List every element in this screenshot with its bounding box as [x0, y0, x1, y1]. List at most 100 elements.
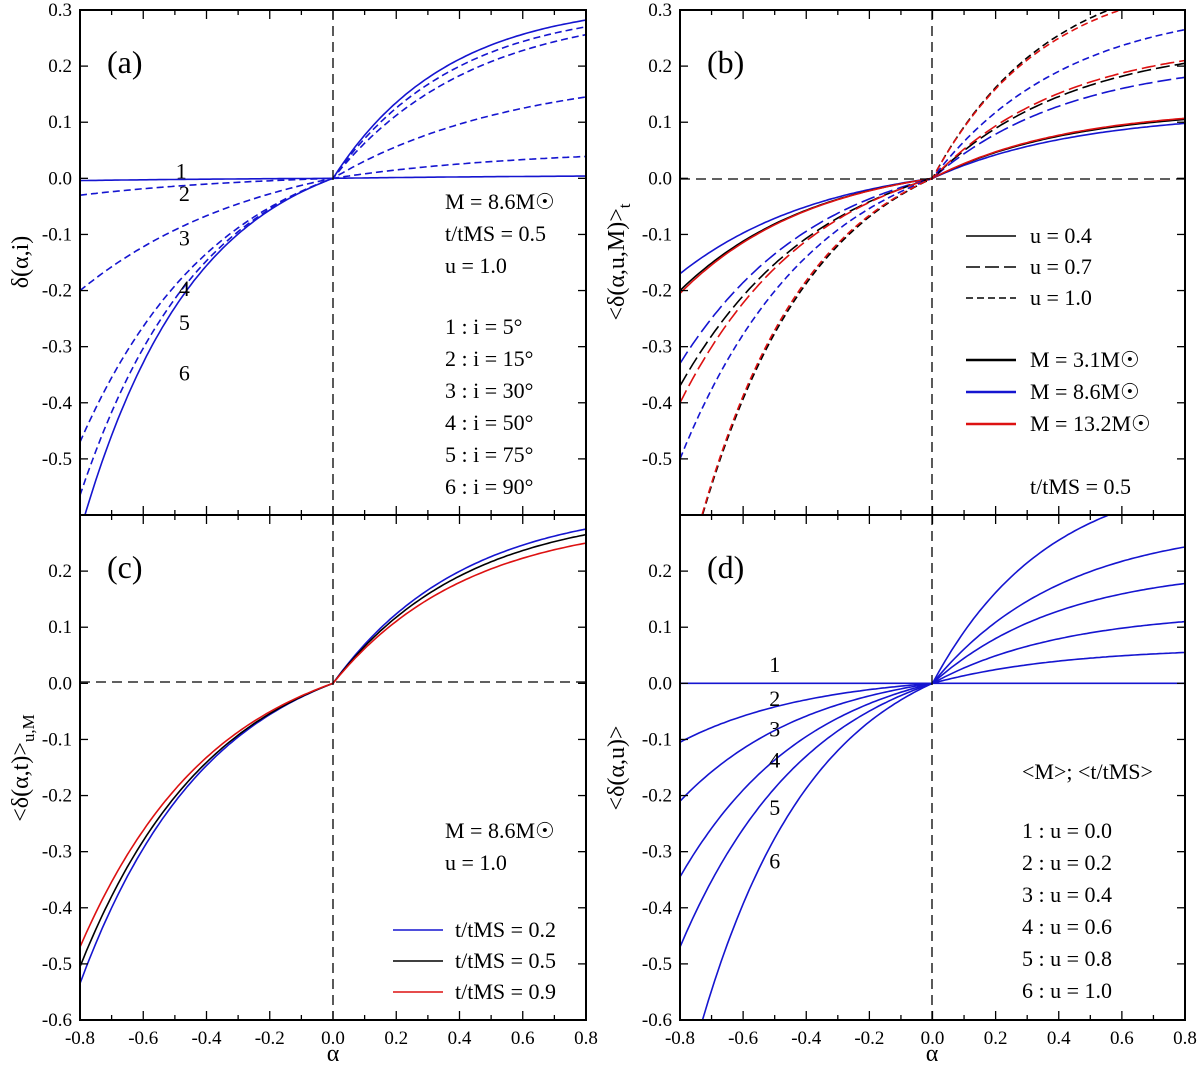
panel-a-curve-number: 1: [176, 158, 187, 183]
panel-d-ytick-label: 0.0: [648, 673, 672, 694]
panel-a-ytick-label: -0.4: [42, 393, 73, 414]
panel-d-xtick-label: -0.8: [665, 1028, 695, 1049]
panel-d-xtick-label: 0.6: [1110, 1028, 1134, 1049]
panel-c-ytick-label: -0.6: [42, 1010, 72, 1031]
panel-c-ytick-label: -0.1: [42, 729, 72, 750]
panel-a-key-2: 2 : i = 15°: [445, 346, 533, 371]
panel-a-curve-number: 2: [179, 181, 190, 206]
panel-b-frame: [679, 9, 1186, 516]
panel-a-ticks: 0.3 0.2 0.1 0.0 -0.1 -0.2 -0.3 -0.4 -0.5: [42, 0, 587, 516]
panel-a-frame: [79, 9, 587, 516]
panel-b-ytick-label: 0.2: [648, 56, 672, 77]
panel-d-key-3: 3 : u = 0.4: [1022, 882, 1112, 907]
panel-d-xtick-label: -0.2: [854, 1028, 884, 1049]
panel-c-label: (c): [107, 549, 143, 585]
panel-a-key-5: 5 : i = 75°: [445, 442, 533, 467]
panel-d-curve-number: 6: [769, 849, 780, 874]
panel-a-ytick-label: 0.2: [48, 56, 72, 77]
panel-a-curve-number: 6: [179, 360, 190, 385]
panel-d-ytick-label: -0.1: [642, 729, 672, 750]
panel-d-key-6: 6 : u = 1.0: [1022, 978, 1112, 1003]
panel-d-ticks: 0.20.10.0-0.1-0.2-0.3-0.4-0.5-0.6-0.8 -0.…: [642, 514, 1197, 1049]
panel-a-ytick-label: 0.1: [48, 112, 72, 133]
panel-c-u: u = 1.0: [445, 850, 507, 875]
legend-m86: M = 8.6M☉: [1030, 379, 1140, 404]
legend-u07: u = 0.7: [1030, 254, 1092, 279]
panel-d-key-5: 5 : u = 0.8: [1022, 946, 1112, 971]
panel-a-key-1: 1 : i = 5°: [445, 314, 522, 339]
panel-d-curve-number: 3: [769, 717, 780, 742]
panel-c-ytick-label: -0.5: [42, 954, 72, 975]
panel-d-curve-number: 1: [769, 652, 780, 677]
panel-d-key-2: 2 : u = 0.2: [1022, 850, 1112, 875]
panel-c-xtick-label: -0.6: [128, 1028, 158, 1049]
panel-c-ytick-label: 0.0: [48, 673, 72, 694]
panel-d-ylabel: <δ(α,u)>: [604, 726, 630, 811]
panel-a-curve-labels: 12 3 4 5 6: [176, 158, 190, 385]
legend-u10: u = 1.0: [1030, 285, 1092, 310]
panel-c-ytick-label: 0.2: [48, 561, 72, 582]
panel-d: 0.20.10.0-0.1-0.2-0.3-0.4-0.5-0.6-0.8 -0.…: [604, 514, 1197, 1067]
panel-d-label: (d): [707, 549, 744, 585]
panel-a-ytick-label: -0.2: [42, 281, 72, 302]
panel-d-key-4: 4 : u = 0.6: [1022, 914, 1112, 939]
panel-a-key-4: 4 : i = 50°: [445, 410, 533, 435]
panel-d-xlabel: α: [926, 1041, 939, 1067]
panel-c-legend: t/tMS = 0.2 t/tMS = 0.5 t/tMS = 0.9: [393, 917, 556, 1004]
panel-c-ytick-label: -0.2: [42, 786, 72, 807]
panel-d-curve-number: 4: [769, 748, 780, 773]
legend-m132: M = 13.2M☉: [1030, 411, 1151, 436]
panel-a-mass: M = 8.6M☉: [445, 189, 555, 214]
panel-a-key-3: 3 : i = 30°: [445, 378, 533, 403]
panel-d-curve-labels: 1 2 3 4 5 6: [769, 652, 780, 873]
panel-b-label: (b): [707, 44, 744, 80]
panel-c-ytick-label: 0.1: [48, 617, 72, 638]
panel-a-ylabel: δ(α,i): [8, 236, 34, 289]
panel-c: 0.20.10.0-0.1-0.2-0.3-0.4-0.5-0.6-0.8 -0.…: [8, 514, 598, 1067]
panel-d-xtick-label: -0.4: [791, 1028, 822, 1049]
panel-b-ytick-label: 0.3: [648, 0, 672, 21]
legend-t02: t/tMS = 0.2: [455, 917, 556, 942]
panel-d-xtick-label: -0.6: [728, 1028, 758, 1049]
panel-a-time: t/tMS = 0.5: [445, 221, 546, 246]
panel-d-ytick-label: -0.3: [642, 842, 672, 863]
panel-a: 0.3 0.2 0.1 0.0 -0.1 -0.2 -0.3 -0.4 -0.5 12 3 4 5 6 …: [8, 0, 587, 516]
panel-c-ylabel-main: <δ(α,t)>: [8, 742, 34, 822]
panel-d-curve-number: 2: [769, 686, 780, 711]
panel-a-curve-number: 3: [179, 226, 190, 251]
panel-d-ytick-label: -0.5: [642, 954, 672, 975]
panel-c-ytick-label: -0.3: [42, 842, 72, 863]
panel-c-xtick-label: -0.4: [191, 1028, 222, 1049]
panel-b-ylabel-main: <δ(α,u,M)>: [604, 208, 630, 320]
panel-d-ytick-label: -0.6: [642, 1010, 672, 1031]
panel-d-key-1: 1 : u = 0.0: [1022, 818, 1112, 843]
panel-c-xtick-label: 0.6: [511, 1028, 535, 1049]
panel-a-ytick-label: -0.5: [42, 449, 72, 470]
panel-b-ytick-label: -0.2: [642, 281, 672, 302]
panel-a-label: (a): [107, 44, 143, 80]
legend-t09: t/tMS = 0.9: [455, 979, 556, 1004]
panel-d-xtick-label: 0.4: [1047, 1028, 1071, 1049]
panel-d-averages: <M>; <t/tMS>: [1022, 759, 1153, 784]
panel-c-ylabel-sub: u,M: [19, 714, 38, 742]
panel-d-curve-number: 5: [769, 795, 780, 820]
panel-b-ylabel-sub: t: [615, 203, 634, 208]
panel-c-mass: M = 8.6M☉: [445, 818, 555, 843]
panel-c-xtick-label: 0.8: [574, 1028, 598, 1049]
legend-u04: u = 0.4: [1030, 223, 1092, 248]
panel-b-ylabel: <δ(α,u,M)>t: [604, 203, 634, 320]
panel-a-ytick-label: -0.1: [42, 224, 72, 245]
legend-t05: t/tMS = 0.5: [455, 948, 556, 973]
panel-c-xtick-label: 0.4: [448, 1028, 472, 1049]
panel-c-ytick-label: -0.4: [42, 898, 73, 919]
panel-a-u: u = 1.0: [445, 253, 507, 278]
panel-d-xtick-label: 0.0: [921, 1028, 945, 1049]
panel-c-xlabel: α: [327, 1041, 340, 1067]
legend-m31: M = 3.1M☉: [1030, 347, 1140, 372]
panel-a-curve-number: 5: [179, 310, 190, 335]
panel-a-ytick-label: 0.3: [48, 0, 72, 21]
panel-c-xtick-label: 0.2: [384, 1028, 408, 1049]
panel-b-ytick-label: 0.0: [648, 168, 672, 189]
panel-d-ytick-label: -0.2: [642, 786, 672, 807]
panel-c-ticks: 0.20.10.0-0.1-0.2-0.3-0.4-0.5-0.6-0.8 -0.…: [42, 514, 598, 1049]
